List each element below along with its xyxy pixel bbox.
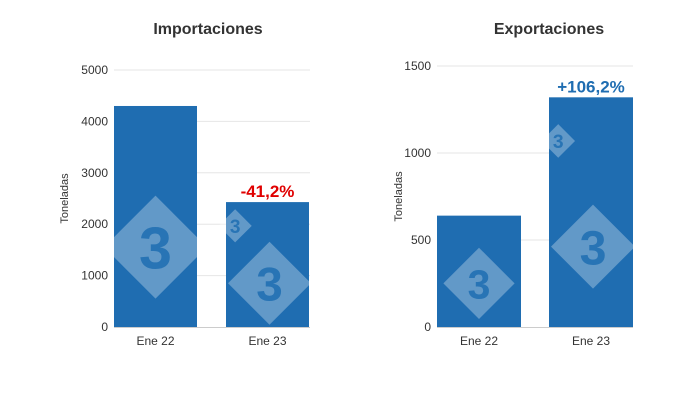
chart-importaciones: Importaciones 0 1000 2000 3000 4000 5000 Tonela… <box>59 21 311 348</box>
y-tick-label: 500 <box>411 233 431 247</box>
watermark-logo-icon: 3 <box>541 124 576 158</box>
chart-title: Importaciones <box>153 21 262 38</box>
watermark-glyph: 3 <box>256 259 283 312</box>
bar <box>114 105 197 327</box>
y-tick-label: 2000 <box>81 217 108 231</box>
y-tick-label: 3000 <box>81 166 108 180</box>
watermark-glyph: 3 <box>230 217 241 238</box>
change-annotation: +106,2% <box>557 77 625 96</box>
y-tick-label: 4000 <box>81 114 108 128</box>
y-tick-label: 5000 <box>81 63 108 77</box>
bar <box>226 202 309 327</box>
change-annotation: -41,2% <box>241 182 295 201</box>
y-axis-label: Toneladas <box>59 173 71 224</box>
y-tick-label: 1500 <box>404 59 431 73</box>
x-tick-label: Ene 22 <box>460 334 498 348</box>
chart-exportaciones: Exportaciones 0 500 1000 1500 Toneladas 3 Ene 2… <box>393 21 635 348</box>
y-tick-label: 1000 <box>404 146 431 160</box>
chart-title: Exportaciones <box>494 21 604 38</box>
y-tick-label: 1000 <box>81 269 108 283</box>
watermark-logo-icon: 3 <box>443 247 515 319</box>
y-tick-label: 0 <box>424 320 431 334</box>
watermark-logo-icon: 3 <box>104 195 207 299</box>
watermark-logo-icon: 3 <box>218 209 252 243</box>
watermark-glyph: 3 <box>139 215 172 282</box>
bar <box>549 97 633 327</box>
watermark-glyph: 3 <box>580 221 607 275</box>
y-tick-label: 0 <box>101 320 108 334</box>
x-tick-label: Ene 22 <box>136 334 174 348</box>
bar <box>437 215 521 327</box>
watermark-logo-icon: 3 <box>551 204 635 289</box>
y-axis-label: Toneladas <box>393 171 405 222</box>
x-tick-label: Ene 23 <box>572 334 610 348</box>
watermark-logo-icon: 3 <box>228 241 311 325</box>
x-tick-label: Ene 23 <box>248 334 286 348</box>
watermark-glyph: 3 <box>553 132 564 153</box>
watermark-glyph: 3 <box>468 261 491 307</box>
